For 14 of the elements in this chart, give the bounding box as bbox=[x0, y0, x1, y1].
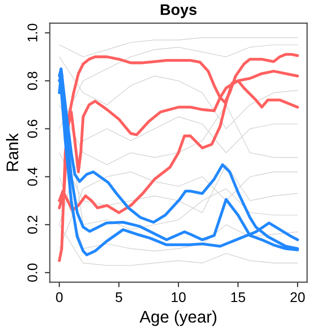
x-axis-title: Age (year) bbox=[140, 310, 216, 326]
y-tick-label: 0.0 bbox=[27, 264, 38, 282]
x-tick-label: 0 bbox=[56, 292, 63, 302]
y-tick-label: 0.2 bbox=[27, 216, 38, 234]
y-tick-label: 0.6 bbox=[27, 120, 38, 138]
chart-title: Boys bbox=[160, 4, 197, 18]
x-tick-label: 5 bbox=[116, 292, 122, 302]
x-tick-label: 15 bbox=[231, 292, 246, 302]
x-tick-label: 20 bbox=[290, 292, 305, 302]
y-axis-title: Rank bbox=[6, 133, 18, 171]
x-tick-label: 10 bbox=[172, 292, 186, 302]
y-tick-label: 0.8 bbox=[27, 72, 38, 90]
y-tick-label: 0.4 bbox=[27, 167, 38, 186]
y-tick-label: 1.0 bbox=[27, 24, 38, 42]
